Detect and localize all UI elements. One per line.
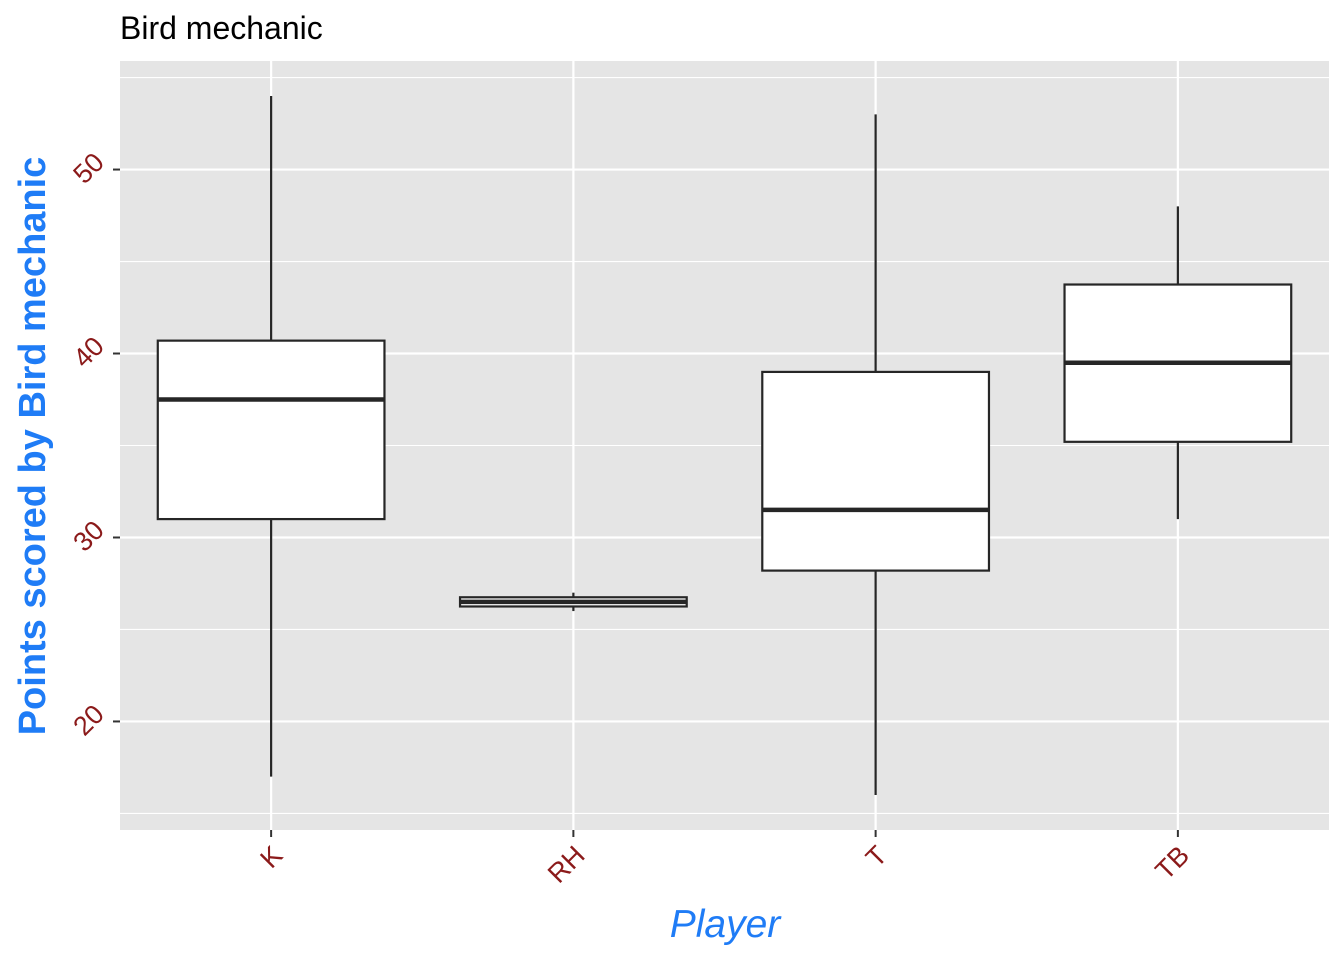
iqr-box [761, 370, 991, 572]
box-TB [1063, 206, 1293, 520]
iqr-box [156, 339, 386, 521]
y-axis-ticks: 20 30 40 50 [67, 147, 120, 741]
x-tick-label: TB [1150, 840, 1196, 886]
y-tick-label: 40 [67, 331, 109, 373]
box-RH [458, 592, 688, 612]
x-axis-title: Player [670, 903, 783, 946]
x-axis-ticks: K RH T TB [254, 830, 1195, 889]
box-K [156, 95, 386, 777]
y-tick-label: 50 [67, 147, 109, 189]
boxes-group [156, 95, 1293, 796]
y-tick-label: 20 [67, 699, 109, 741]
chart-title: Bird mechanic [120, 10, 323, 46]
x-tick-label: RH [542, 840, 591, 889]
y-axis-title: Points scored by Bird mechanic [12, 157, 54, 736]
x-tick-label: K [254, 840, 288, 874]
box-T [761, 114, 991, 796]
x-tick-label: T [860, 840, 893, 873]
y-tick-label: 30 [67, 515, 109, 557]
